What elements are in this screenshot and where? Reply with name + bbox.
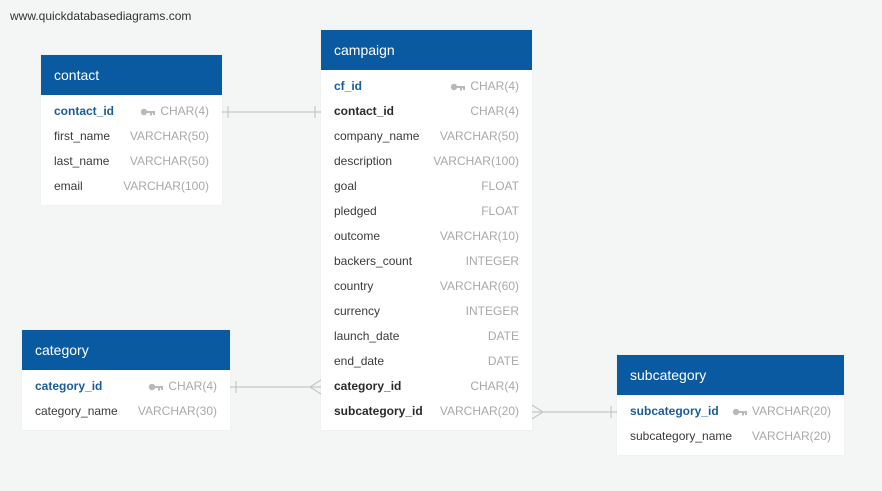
field-type: VARCHAR(10) [439, 229, 519, 243]
field-row[interactable]: subcategory_id VARCHAR(20) [321, 399, 532, 424]
field-row[interactable]: company_name VARCHAR(50) [321, 124, 532, 149]
field-type: VARCHAR(100) [433, 154, 519, 168]
field-row[interactable]: currency INTEGER [321, 299, 532, 324]
field-row[interactable]: subcategory_name VARCHAR(20) [617, 424, 844, 449]
field-type: FLOAT [481, 179, 519, 193]
field-type: CHAR(4) [450, 74, 519, 99]
field-name: description [334, 154, 393, 168]
field-name: currency [334, 304, 381, 318]
field-type-label: CHAR(4) [470, 79, 519, 93]
key-icon [149, 383, 164, 390]
field-type: VARCHAR(20) [439, 404, 519, 418]
table-header-category[interactable]: category [22, 330, 230, 370]
field-name: country [334, 279, 374, 293]
field-list: contact_id CHAR(4) first_name VARCHAR(50… [41, 95, 222, 205]
table-header-contact[interactable]: contact [41, 55, 222, 95]
field-row[interactable]: email VARCHAR(100) [41, 174, 222, 199]
field-row[interactable]: category_id CHAR(4) [22, 374, 230, 399]
field-row[interactable]: goal FLOAT [321, 174, 532, 199]
field-name: launch_date [334, 329, 400, 343]
field-row[interactable]: first_name VARCHAR(50) [41, 124, 222, 149]
field-type-label: CHAR(4) [160, 104, 209, 118]
field-list: category_id CHAR(4) category_name VARCHA… [22, 370, 230, 430]
key-icon [141, 108, 156, 115]
field-name: backers_count [334, 254, 413, 268]
field-type: VARCHAR(100) [123, 179, 209, 193]
field-row[interactable]: contact_id CHAR(4) [41, 99, 222, 124]
field-type-label: VARCHAR(20) [751, 404, 831, 418]
field-type-label: CHAR(4) [168, 379, 217, 393]
table-category[interactable]: category category_id CHAR(4) category_na… [22, 330, 230, 430]
field-type: VARCHAR(20) [751, 429, 831, 443]
field-row[interactable]: end_date DATE [321, 349, 532, 374]
field-name: category_id [334, 379, 402, 393]
field-type: INTEGER [465, 254, 519, 268]
key-icon [732, 408, 747, 415]
field-type: INTEGER [465, 304, 519, 318]
field-row[interactable]: backers_count INTEGER [321, 249, 532, 274]
field-row[interactable]: outcome VARCHAR(10) [321, 224, 532, 249]
field-type: VARCHAR(50) [129, 129, 209, 143]
field-name: category_id [35, 379, 103, 393]
field-type: CHAR(4) [470, 104, 519, 118]
field-row[interactable]: launch_date DATE [321, 324, 532, 349]
field-name: contact_id [334, 104, 395, 118]
field-type: DATE [487, 354, 519, 368]
field-row[interactable]: category_name VARCHAR(30) [22, 399, 230, 424]
field-name: outcome [334, 229, 381, 243]
field-type: FLOAT [481, 204, 519, 218]
field-type: CHAR(4) [470, 379, 519, 393]
field-name: last_name [54, 154, 110, 168]
key-icon [451, 83, 466, 90]
field-type: VARCHAR(60) [439, 279, 519, 293]
field-list: subcategory_id VARCHAR(20) subcategory_n… [617, 395, 844, 455]
field-row[interactable]: pledged FLOAT [321, 199, 532, 224]
field-name: end_date [334, 354, 385, 368]
field-name: goal [334, 179, 357, 193]
field-name: contact_id [54, 104, 115, 118]
table-header-campaign[interactable]: campaign [321, 30, 532, 70]
field-type: DATE [487, 329, 519, 343]
field-row[interactable]: category_id CHAR(4) [321, 374, 532, 399]
field-list: cf_id CHAR(4) contact_id CHAR(4) company… [321, 70, 532, 430]
field-type: CHAR(4) [148, 374, 217, 399]
field-name: subcategory_id [630, 404, 719, 418]
field-name: email [54, 179, 83, 193]
relation-campaign-subcategory [531, 404, 617, 420]
field-type: VARCHAR(50) [439, 129, 519, 143]
field-row[interactable]: cf_id CHAR(4) [321, 74, 532, 99]
watermark: www.quickdatabasediagrams.com [10, 9, 192, 23]
relation-contact-campaign [222, 106, 321, 118]
field-name: company_name [334, 129, 420, 143]
field-name: subcategory_name [630, 429, 733, 443]
field-row[interactable]: description VARCHAR(100) [321, 149, 532, 174]
field-row[interactable]: contact_id CHAR(4) [321, 99, 532, 124]
field-type: VARCHAR(30) [137, 404, 217, 418]
field-name: subcategory_id [334, 404, 423, 418]
field-name: first_name [54, 129, 111, 143]
field-name: pledged [334, 204, 377, 218]
table-campaign[interactable]: campaign cf_id CHAR(4) contact_id CHAR(4… [321, 30, 532, 430]
field-row[interactable]: subcategory_id VARCHAR(20) [617, 399, 844, 424]
relation-category-campaign [230, 379, 322, 395]
field-type: CHAR(4) [140, 99, 209, 124]
table-contact[interactable]: contact contact_id CHAR(4) first_name VA… [41, 55, 222, 205]
field-name: category_name [35, 404, 118, 418]
field-type: VARCHAR(50) [129, 154, 209, 168]
field-row[interactable]: last_name VARCHAR(50) [41, 149, 222, 174]
field-type: VARCHAR(20) [732, 399, 831, 424]
field-name: cf_id [334, 79, 363, 93]
table-subcategory[interactable]: subcategory subcategory_id VARCHAR(20) s… [617, 355, 844, 455]
field-row[interactable]: country VARCHAR(60) [321, 274, 532, 299]
table-header-subcategory[interactable]: subcategory [617, 355, 844, 395]
